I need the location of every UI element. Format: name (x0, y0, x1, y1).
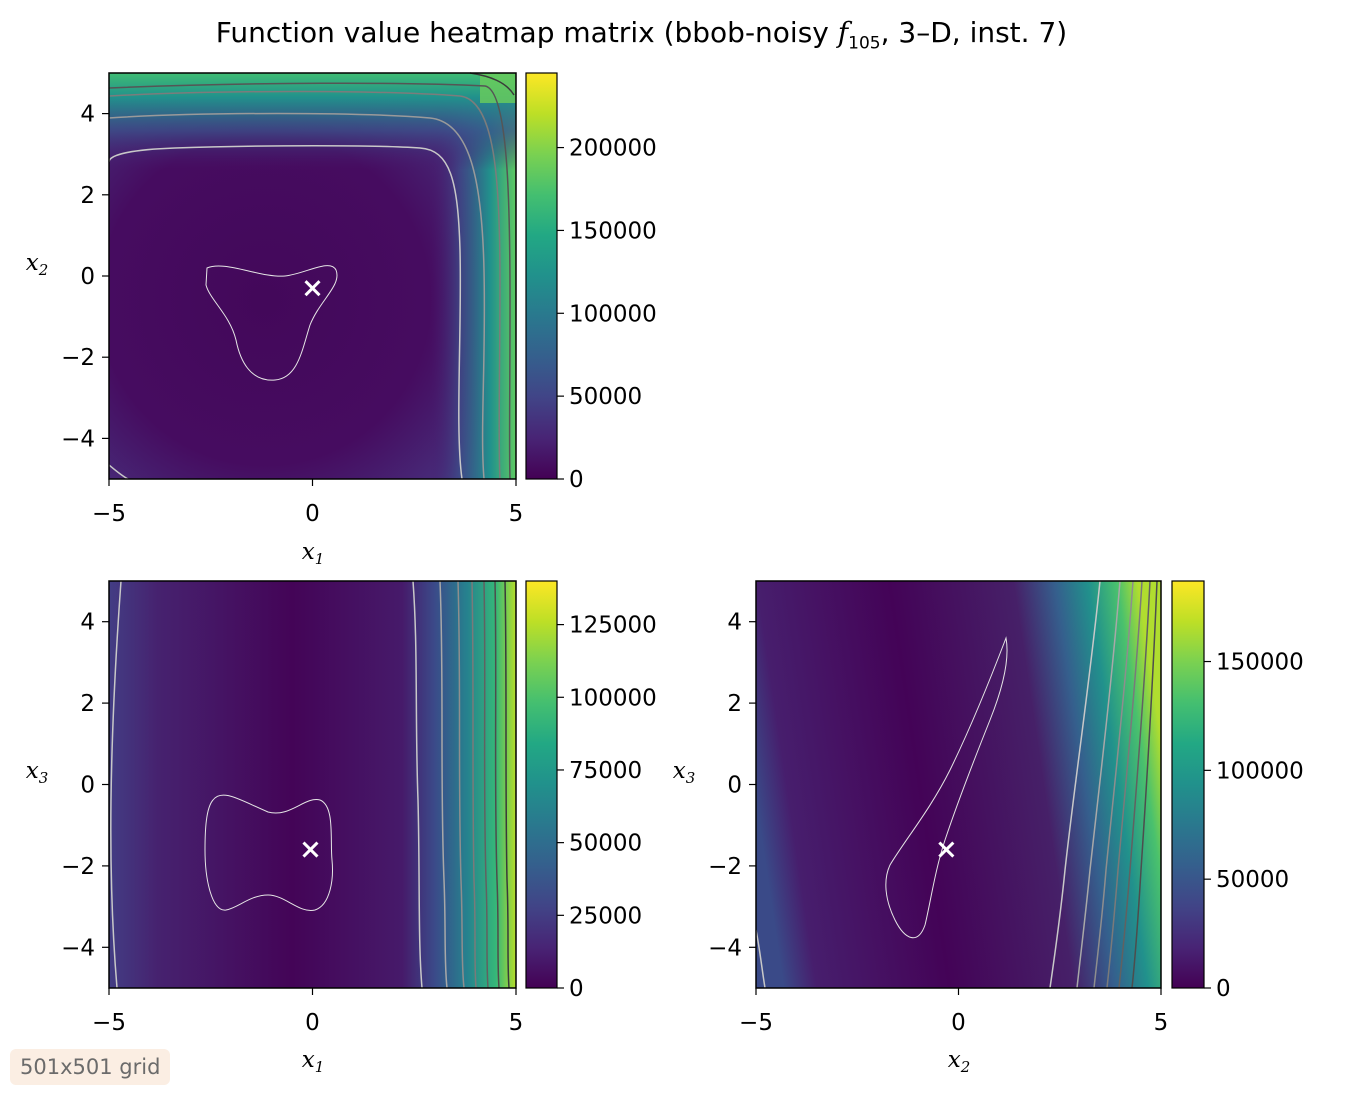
x-tick-label: −5 (92, 1010, 126, 1036)
colorbar-tick-label: 0 (1216, 976, 1231, 1002)
colorbar-tick-label: 100000 (1216, 758, 1304, 784)
y-tick-label: −2 (61, 345, 95, 371)
x-tick-label: −5 (92, 501, 126, 527)
title-func-subscript: 105 (848, 33, 881, 54)
optimum-marker-1 (304, 280, 321, 297)
heatmap-x1-x2-ridge-top (109, 73, 516, 170)
heatmap-x2-x3 (756, 581, 1161, 988)
x-tick-label: 0 (305, 501, 320, 527)
colorbar-tick-label: 50000 (1216, 867, 1289, 893)
optimum-marker-stroke (302, 841, 319, 858)
x-axis-x1-x2: −5 0 5 (92, 479, 523, 527)
grid-size-badge: 501x501 grid (10, 1049, 171, 1085)
ylabel-x2-x3: x3 (673, 758, 696, 787)
colorbar-tick-label: 0 (569, 467, 584, 493)
y-tick-label: 4 (727, 610, 742, 636)
y-tick-label: 4 (80, 102, 95, 128)
optimum-marker-2 (302, 841, 319, 858)
panel-x1-x2: −5 0 5 −4 −2 0 2 4 x1 x2 0 50000 100000 150000 200… (26, 72, 657, 568)
y-tick-label: 0 (80, 773, 95, 799)
colorbar-ticks-x1-x3: 0 25000 50000 75000 100000 125000 (557, 613, 657, 1002)
x-tick-label: 0 (305, 1010, 320, 1036)
ylabel-x1-x3: x3 (26, 758, 49, 787)
colorbar-x1-x2 (525, 72, 558, 480)
colorbar-tick-label: 200000 (569, 136, 657, 162)
x-tick-label: 5 (509, 501, 524, 527)
heatmap-x1-x3 (109, 581, 516, 988)
heatmap-x1-x2-corner (480, 73, 516, 103)
colorbar-tick-label: 100000 (569, 301, 657, 327)
y-tick-label: −2 (708, 854, 742, 880)
colorbar-tick-label: 125000 (569, 613, 657, 639)
colorbar-x1-x3 (525, 580, 558, 989)
ylabel-x1-x2: x2 (26, 250, 49, 279)
optimum-marker-stroke (938, 841, 955, 858)
colorbar-tick-label: 50000 (569, 831, 642, 857)
y-axis-x1-x2: −4 −2 0 2 4 (61, 102, 109, 452)
x-tick-label: 5 (509, 1010, 524, 1036)
y-tick-label: 2 (80, 691, 95, 717)
colorbar-tick-label: 75000 (569, 758, 642, 784)
y-tick-label: −4 (61, 935, 95, 961)
y-tick-label: 2 (727, 691, 742, 717)
y-axis-x1-x3: −4 −2 0 2 4 (61, 610, 109, 961)
y-tick-label: 2 (80, 183, 95, 209)
y-tick-label: −4 (708, 935, 742, 961)
y-tick-label: 0 (727, 773, 742, 799)
contours-x1-x2 (108, 72, 515, 480)
colorbar-tick-label: 25000 (569, 903, 642, 929)
xlabel-x2-x3: x2 (948, 1047, 971, 1076)
y-tick-label: −2 (61, 854, 95, 880)
y-axis-x2-x3: −4 −2 0 2 4 (708, 610, 756, 961)
xlabel-x1-x2: x1 (302, 539, 325, 568)
figure-title: Function value heatmap matrix (bbob-nois… (0, 16, 1283, 54)
contours-x2-x3 (755, 580, 1158, 989)
panel-x2-x3: −5 0 5 −4 −2 0 2 4 x2 x3 0 50000 100000 150000 (673, 580, 1304, 1076)
xlabel-x1-x3: x1 (302, 1047, 325, 1076)
x-axis-x2-x3: −5 0 5 (739, 988, 1168, 1036)
colorbar-tick-label: 0 (569, 976, 584, 1002)
title-func-symbol: f (837, 16, 849, 49)
title-suffix: , 3–D, inst. 7) (880, 16, 1068, 49)
optimum-marker-stroke (304, 280, 321, 297)
colorbar-tick-label: 150000 (1216, 650, 1304, 676)
colorbar-tick-label: 50000 (569, 384, 642, 410)
y-tick-label: 0 (80, 264, 95, 290)
title-prefix: Function value heatmap matrix (bbob-nois… (215, 16, 838, 49)
x-tick-label: 0 (951, 1010, 966, 1036)
colorbar-ticks-x2-x3: 0 50000 100000 150000 (1204, 650, 1304, 1002)
x-tick-label: −5 (739, 1010, 773, 1036)
y-tick-label: 4 (80, 610, 95, 636)
y-tick-label: −4 (61, 426, 95, 452)
colorbar-tick-label: 150000 (569, 218, 657, 244)
x-tick-label: 5 (1154, 1010, 1169, 1036)
colorbar-ticks-x1-x2: 0 50000 100000 150000 200000 (557, 136, 657, 493)
optimum-marker-3 (938, 841, 955, 858)
x-axis-x1-x3: −5 0 5 (92, 988, 523, 1036)
colorbar-x2-x3 (1171, 580, 1205, 989)
colorbar-tick-label: 100000 (569, 685, 657, 711)
contours-x1-x3 (110, 580, 510, 989)
panel-x1-x3: −5 0 5 −4 −2 0 2 4 x1 x3 0 25000 50000 75000 10000… (26, 580, 657, 1076)
